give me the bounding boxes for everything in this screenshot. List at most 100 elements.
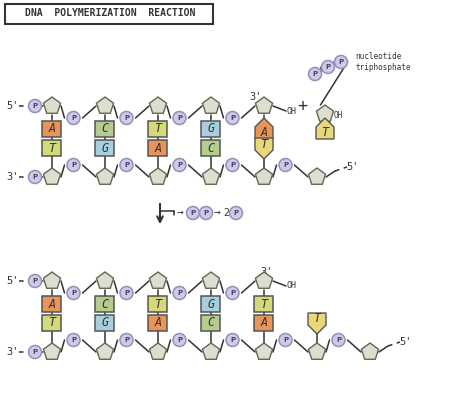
Text: A: A [48,298,55,310]
Text: P: P [312,71,318,77]
Circle shape [226,334,239,346]
Polygon shape [255,97,273,113]
Text: A: A [260,126,267,140]
Text: P: P [177,337,182,343]
Polygon shape [202,97,219,113]
Text: 3': 3' [250,92,262,102]
Text: P: P [230,162,235,168]
Text: P: P [233,210,238,216]
Text: P: P [32,349,37,355]
Text: G: G [101,142,109,154]
Text: P: P [71,290,76,296]
Text: P: P [124,290,129,296]
Text: 3': 3' [7,172,19,182]
Polygon shape [308,313,326,334]
Text: P: P [71,337,76,343]
Bar [43,140,62,156]
Text: T: T [313,312,320,326]
Circle shape [28,275,42,288]
Text: DNA  POLYMERIZATION  REACTION: DNA POLYMERIZATION REACTION [25,8,195,18]
Text: P: P [177,162,182,168]
Text: C: C [101,122,109,136]
Circle shape [120,286,133,300]
Bar [148,296,167,312]
Circle shape [321,61,335,73]
Circle shape [226,158,239,172]
Polygon shape [44,272,61,288]
Bar [43,296,62,312]
Text: P: P [124,115,129,121]
Bar [95,121,115,137]
Circle shape [200,207,212,219]
Polygon shape [316,118,334,139]
Text: T: T [260,138,267,150]
FancyBboxPatch shape [6,4,213,24]
Circle shape [67,334,80,346]
Text: P: P [336,337,341,343]
Text: OH: OH [333,111,343,120]
Polygon shape [96,168,114,184]
Polygon shape [309,343,326,359]
Text: P: P [203,210,209,216]
Polygon shape [202,343,219,359]
Circle shape [173,334,186,346]
Text: C: C [208,142,215,154]
Text: P: P [338,59,344,65]
Text: P: P [32,278,37,284]
Text: 5': 5' [347,162,359,172]
Circle shape [28,346,42,358]
Text: nucleotide
triphosphate: nucleotide triphosphate [355,52,410,72]
Polygon shape [149,272,166,288]
Circle shape [173,111,186,124]
Text: P: P [283,337,288,343]
Polygon shape [255,168,273,184]
Polygon shape [149,97,166,113]
Text: T: T [48,142,55,154]
Bar [43,315,62,331]
Text: 3': 3' [261,267,273,277]
Bar [201,121,220,137]
Text: T: T [155,122,162,136]
Circle shape [120,158,133,172]
Polygon shape [149,168,166,184]
Text: P: P [124,162,129,168]
Text: P: P [326,64,330,70]
Polygon shape [96,343,114,359]
Circle shape [67,286,80,300]
Text: P: P [191,210,196,216]
Bar [201,315,220,331]
Text: +: + [297,97,307,115]
Text: G: G [208,298,215,310]
Polygon shape [309,168,326,184]
Circle shape [226,111,239,124]
Text: P: P [32,103,37,109]
Bar [95,296,115,312]
Text: P: P [283,162,288,168]
Circle shape [173,286,186,300]
Text: G: G [101,316,109,330]
Text: G: G [208,122,215,136]
Polygon shape [202,272,219,288]
Bar [43,121,62,137]
Text: P: P [230,337,235,343]
Text: 5': 5' [7,276,19,286]
Bar [148,140,167,156]
Circle shape [28,99,42,113]
Text: A: A [155,316,162,330]
Polygon shape [255,343,273,359]
Polygon shape [96,97,114,113]
Text: P: P [230,115,235,121]
Text: C: C [208,316,215,330]
Circle shape [120,334,133,346]
Circle shape [279,158,292,172]
Text: A: A [48,122,55,136]
Bar [95,315,115,331]
Text: →: → [214,208,220,218]
Polygon shape [362,343,379,359]
Polygon shape [255,138,273,159]
Text: T: T [155,298,162,310]
Bar [201,296,220,312]
Text: P: P [124,337,129,343]
Bar [95,140,115,156]
Polygon shape [44,168,61,184]
